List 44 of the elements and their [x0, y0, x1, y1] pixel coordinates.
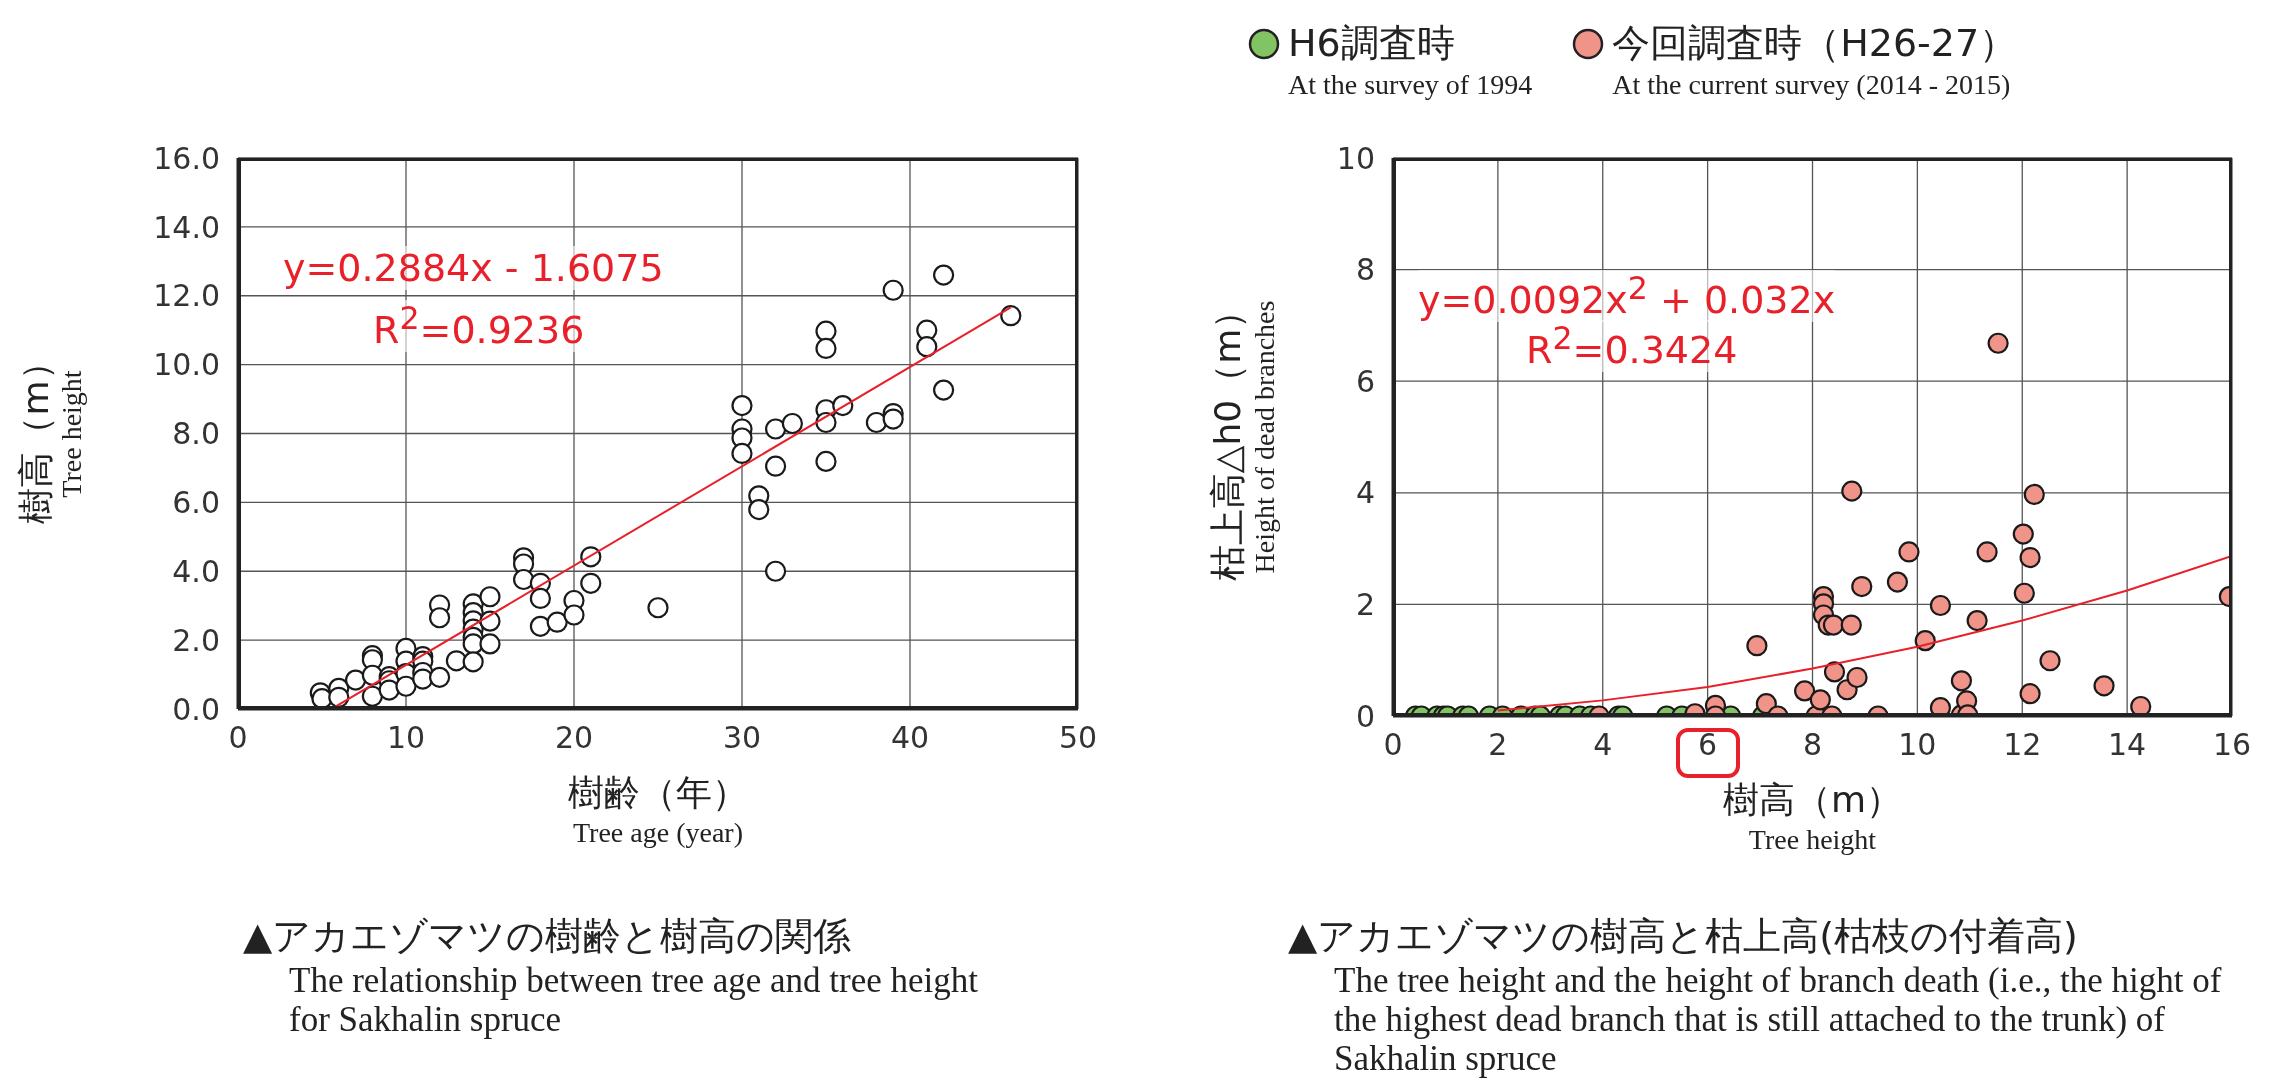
x-tick-label: 12	[2003, 727, 2042, 763]
y-tick-label: 2.0	[172, 622, 220, 658]
x-tick-label: 2	[1488, 727, 1508, 763]
x-tick-label: 10	[1898, 727, 1937, 763]
y-axis-title: 樹高（m） Tree height	[13, 343, 88, 524]
annotation: y=0.2884x - 1.6075	[283, 246, 664, 290]
x-tick-label: 16	[2212, 727, 2252, 763]
y-tick-label: 10.0	[153, 347, 220, 383]
x-tick-label: 30	[722, 720, 762, 756]
y-tick-label: 6	[1355, 363, 1375, 399]
text: The tree height and the height of branch death (i.e., the hight of the highest dead branch that is still attached to the trunk) of Sakhalin spruce	[1333, 960, 2223, 1079]
x-tick-label: 4	[1593, 727, 1613, 763]
x-tick-label: 50	[1058, 720, 1098, 756]
y-tick-label: 16.0	[153, 140, 220, 176]
annotation: R$^{2}$=0.3424	[1526, 320, 1738, 372]
annotation: R$^{2}$=0.9236	[373, 300, 585, 352]
y-tick-label: 4	[1355, 475, 1375, 511]
x-tick-label: 0	[1383, 727, 1403, 763]
y-axis-title: 枯上高△h0（m） Height of dead branches	[1205, 292, 1281, 582]
y-tick-label: 6.0	[172, 485, 220, 521]
x-tick-label: 10	[386, 720, 426, 756]
legend-label: H6調査時 At the survey of 1994	[1287, 20, 1533, 101]
y-tick-label: 12.0	[153, 278, 220, 314]
y-tick-label: 8.0	[172, 416, 220, 452]
text: The relationship between tree age and tree height for Sakhalin spruce	[288, 960, 979, 1039]
y-tick-label: 0	[1355, 698, 1375, 734]
y-tick-label: 2	[1355, 587, 1375, 623]
text: ▲アカエゾマツの樹高と枯上高(枯枝の付着高)	[1288, 913, 2079, 960]
x-tick-label: 20	[554, 720, 594, 756]
x-tick-label: 40	[890, 720, 930, 756]
x-tick-label: 0	[228, 720, 248, 756]
y-tick-label: 8	[1355, 252, 1375, 288]
x-axis-title: 樹齢（年） Tree age (year)	[568, 771, 748, 849]
annotation: y=0.0092x$^{2}$ + 0.032x	[1418, 270, 1836, 322]
x-tick-label: 14	[2108, 727, 2147, 763]
y-tick-label: 10	[1336, 140, 1375, 176]
y-tick-label: 4.0	[172, 553, 220, 589]
y-tick-label: 14.0	[153, 209, 220, 245]
y-tick-label: 0.0	[172, 691, 220, 727]
legend-label: 今回調査時（H26-27） At the current survey (2014 - 2015)	[1611, 20, 2018, 101]
x-axis-title: 樹高（m） Tree height	[1722, 778, 1903, 856]
text: ▲アカエゾマツの樹齢と樹高の関係	[243, 913, 853, 960]
x-tick-label: 8	[1802, 727, 1823, 763]
x-tick-label: 6	[1698, 727, 1718, 763]
